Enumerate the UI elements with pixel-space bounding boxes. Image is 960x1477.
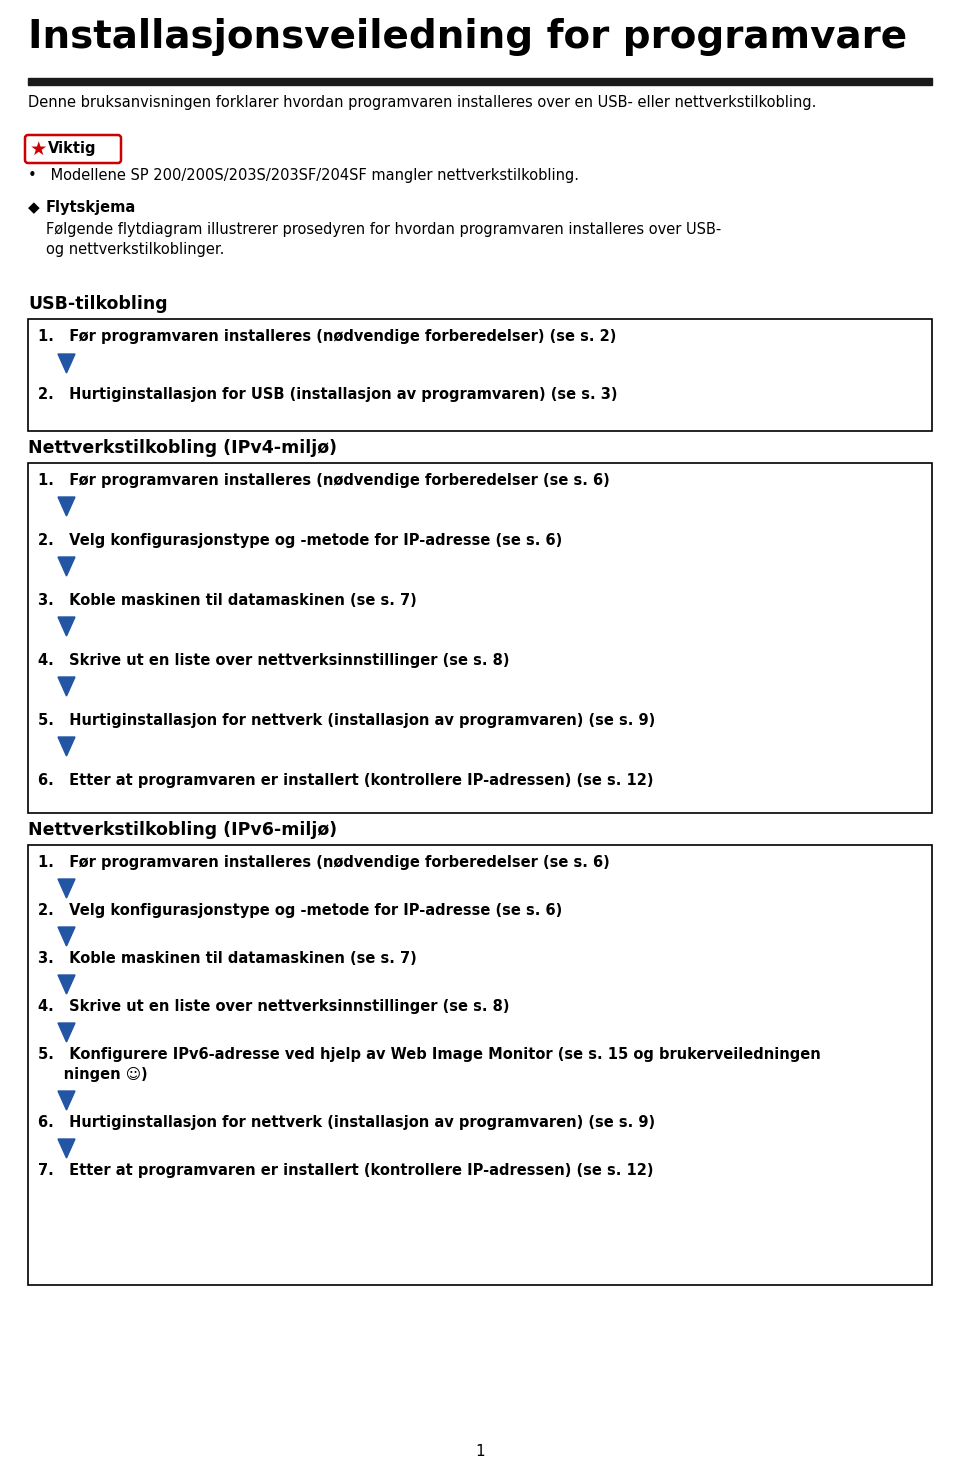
Text: og nettverkstilkoblinger.: og nettverkstilkoblinger.	[46, 242, 225, 257]
FancyBboxPatch shape	[25, 134, 121, 162]
Polygon shape	[58, 975, 75, 994]
Text: Flytskjema: Flytskjema	[46, 199, 136, 216]
Text: ningen ☺): ningen ☺)	[38, 1066, 148, 1083]
Text: 7.   Etter at programvaren er installert (kontrollere IP-adressen) (se s. 12): 7. Etter at programvaren er installert (…	[38, 1162, 654, 1179]
Polygon shape	[58, 676, 75, 696]
Polygon shape	[58, 496, 75, 515]
Polygon shape	[58, 1139, 75, 1158]
Text: Nettverkstilkobling (IPv6-miljø): Nettverkstilkobling (IPv6-miljø)	[28, 821, 337, 839]
Text: 2.   Velg konfigurasjonstype og -metode for IP-adresse (se s. 6): 2. Velg konfigurasjonstype og -metode fo…	[38, 533, 563, 548]
Text: Denne bruksanvisningen forklarer hvordan programvaren installeres over en USB- e: Denne bruksanvisningen forklarer hvordan…	[28, 95, 816, 109]
Bar	[28, 319, 932, 431]
Text: 4.   Skrive ut en liste over nettverksinnstillinger (se s. 8): 4. Skrive ut en liste over nettverksinns…	[38, 653, 510, 668]
Text: USB-tilkobling: USB-tilkobling	[28, 295, 168, 313]
Polygon shape	[58, 737, 75, 756]
Text: Følgende flytdiagram illustrerer prosedyren for hvordan programvaren installeres: Følgende flytdiagram illustrerer prosedy…	[46, 222, 721, 236]
Text: 2.   Velg konfigurasjonstype og -metode for IP-adresse (se s. 6): 2. Velg konfigurasjonstype og -metode fo…	[38, 902, 563, 919]
Polygon shape	[58, 557, 75, 576]
Text: Nettverkstilkobling (IPv4-miljø): Nettverkstilkobling (IPv4-miljø)	[28, 439, 337, 456]
Text: ★: ★	[30, 140, 47, 160]
Polygon shape	[58, 1024, 75, 1041]
Polygon shape	[58, 617, 75, 637]
Text: 2.   Hurtiginstallasjon for USB (installasjon av programvaren) (se s. 3): 2. Hurtiginstallasjon for USB (installas…	[38, 387, 617, 402]
Text: 1.   Før programvaren installeres (nødvendige forberedelser (se s. 6): 1. Før programvaren installeres (nødvend…	[38, 473, 610, 487]
Text: 6.   Etter at programvaren er installert (kontrollere IP-adressen) (se s. 12): 6. Etter at programvaren er installert (…	[38, 772, 654, 789]
Bar	[28, 845, 932, 1285]
Text: •   Modellene SP 200/200S/203S/203SF/204SF mangler nettverkstilkobling.: • Modellene SP 200/200S/203S/203SF/204SF…	[28, 168, 579, 183]
Polygon shape	[58, 1092, 75, 1111]
Text: ◆: ◆	[28, 199, 39, 216]
Polygon shape	[58, 928, 75, 945]
Text: 1.   Før programvaren installeres (nødvendige forberedelser) (se s. 2): 1. Før programvaren installeres (nødvend…	[38, 329, 616, 344]
Text: Viktig: Viktig	[48, 140, 97, 157]
Polygon shape	[58, 354, 75, 374]
Text: 1: 1	[475, 1445, 485, 1459]
Text: 6.   Hurtiginstallasjon for nettverk (installasjon av programvaren) (se s. 9): 6. Hurtiginstallasjon for nettverk (inst…	[38, 1115, 655, 1130]
Text: 5.   Hurtiginstallasjon for nettverk (installasjon av programvaren) (se s. 9): 5. Hurtiginstallasjon for nettverk (inst…	[38, 713, 656, 728]
Text: 4.   Skrive ut en liste over nettverksinnstillinger (se s. 8): 4. Skrive ut en liste over nettverksinns…	[38, 998, 510, 1015]
Text: 1.   Før programvaren installeres (nødvendige forberedelser (se s. 6): 1. Før programvaren installeres (nødvend…	[38, 855, 610, 870]
Text: 3.   Koble maskinen til datamaskinen (se s. 7): 3. Koble maskinen til datamaskinen (se s…	[38, 592, 417, 609]
Polygon shape	[58, 879, 75, 898]
Bar	[28, 78, 932, 86]
Bar	[28, 462, 932, 812]
Text: 5.   Konfigurere IPv6-adresse ved hjelp av Web Image Monitor (se s. 15 og bruker: 5. Konfigurere IPv6-adresse ved hjelp av…	[38, 1047, 821, 1062]
Text: 3.   Koble maskinen til datamaskinen (se s. 7): 3. Koble maskinen til datamaskinen (se s…	[38, 951, 417, 966]
Text: Installasjonsveiledning for programvare: Installasjonsveiledning for programvare	[28, 18, 907, 56]
